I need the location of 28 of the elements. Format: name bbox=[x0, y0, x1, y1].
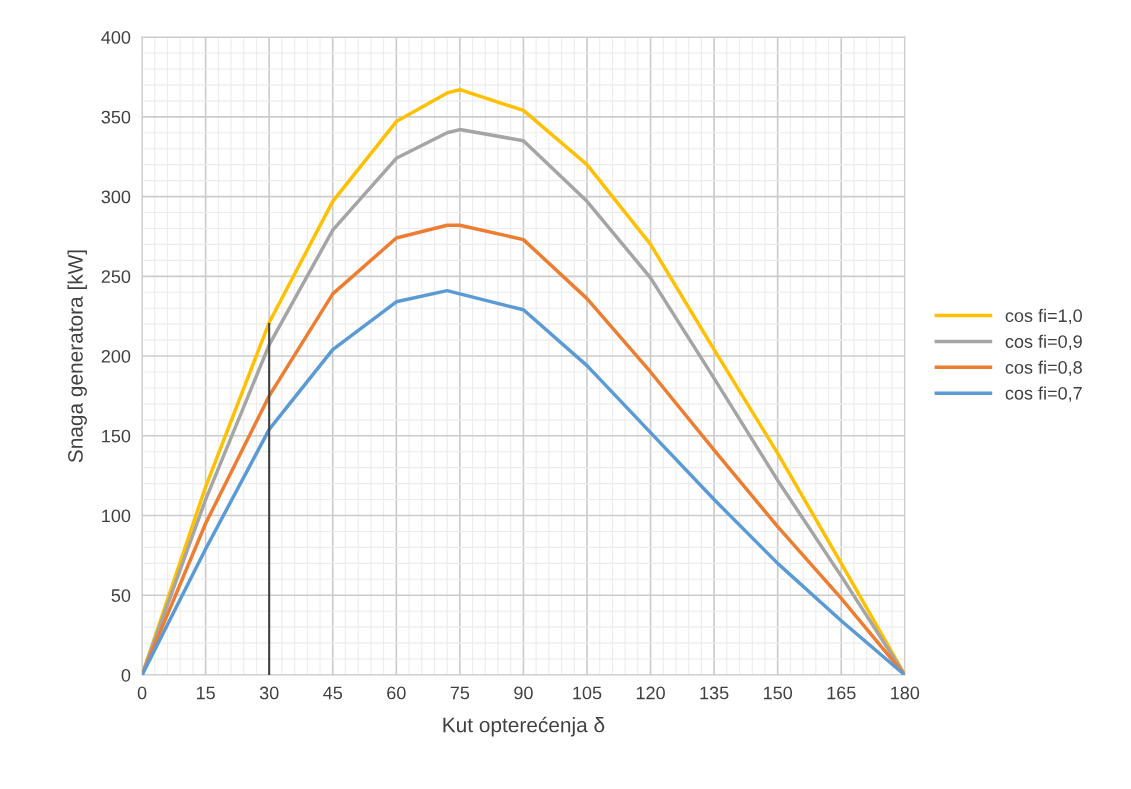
y-tick-label: 400 bbox=[101, 31, 131, 44]
y-tick-label: 50 bbox=[111, 589, 131, 602]
x-tick-label: 135 bbox=[700, 686, 729, 700]
y-axis-title: Snaga generatora [kW] bbox=[67, 250, 87, 463]
x-tick-label: 0 bbox=[137, 686, 147, 700]
x-tick-label: 75 bbox=[450, 686, 470, 700]
x-tick-label: 165 bbox=[827, 686, 856, 700]
y-tick-label: 300 bbox=[101, 190, 131, 204]
x-tick-label: 15 bbox=[196, 686, 215, 700]
x-tick-label: 180 bbox=[891, 686, 920, 700]
y-tick-label: 250 bbox=[101, 270, 131, 284]
y-tick-label: 100 bbox=[102, 509, 131, 523]
x-tick-label: 105 bbox=[573, 686, 602, 700]
y-tick-label: 0 bbox=[121, 668, 131, 682]
y-tick-label: 200 bbox=[101, 349, 131, 363]
x-tick-label: 90 bbox=[514, 686, 533, 700]
legend-label: cos fi=0,8 bbox=[1005, 360, 1082, 376]
legend-label: cos fi=1,0 bbox=[1005, 308, 1082, 325]
x-tick-label: 120 bbox=[636, 686, 665, 700]
x-tick-label: 45 bbox=[323, 686, 343, 700]
x-axis-title: Kut opterećenja δ bbox=[443, 716, 605, 737]
legend-label: cos fi=0,9 bbox=[1005, 334, 1082, 351]
x-tick-label: 150 bbox=[763, 686, 793, 700]
y-tick-label: 350 bbox=[101, 110, 131, 124]
y-tick-label: 150 bbox=[102, 429, 131, 443]
x-tick-label: 60 bbox=[387, 686, 406, 700]
legend-label: cos fi=0,7 bbox=[1005, 386, 1082, 402]
x-tick-label: 30 bbox=[259, 686, 279, 700]
